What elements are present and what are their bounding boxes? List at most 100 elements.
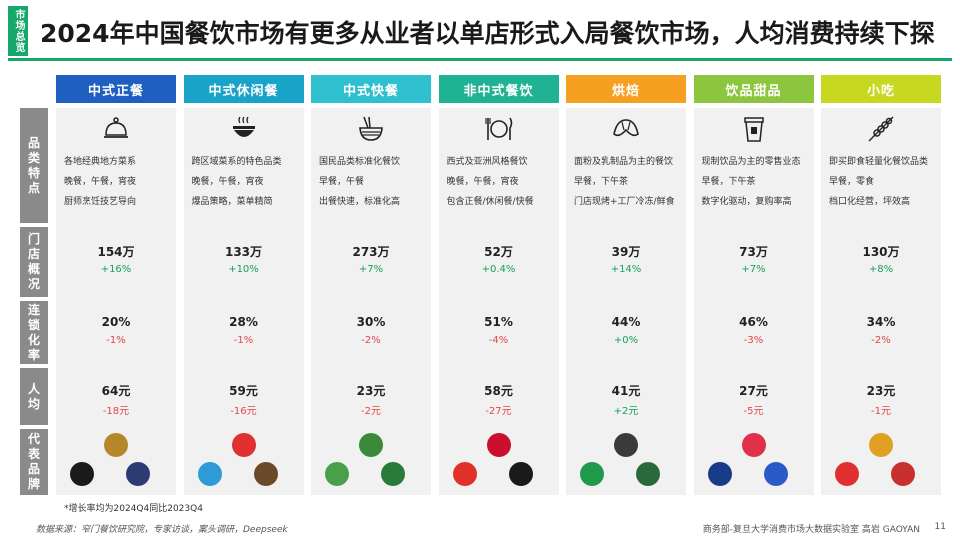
chain-rate: 30% <box>356 315 386 329</box>
category-feature-text: 面粉及乳制品为主的餐饮 <box>574 157 674 167</box>
category-feature-text: 晚餐，午餐，宵夜 <box>446 177 519 187</box>
cloche-icon <box>101 114 131 144</box>
brand-logo <box>452 462 477 486</box>
per-capita-change: -27元 <box>485 406 512 417</box>
per-capita-spend: 58元 <box>484 384 513 398</box>
brand-logo <box>508 462 533 486</box>
chain-rate-change: -3% <box>743 335 764 346</box>
chain-rate-change: -2% <box>361 335 381 346</box>
bowl-icon <box>229 114 259 144</box>
store-count: 154万 <box>97 245 135 259</box>
title-divider <box>8 58 952 61</box>
per-capita-spend: 41元 <box>611 384 641 398</box>
store-count: 273万 <box>352 245 390 259</box>
column-header-2: 中式快餐 <box>311 75 431 103</box>
category-feature-text: 出餐快速，标准化高 <box>319 197 401 207</box>
category-feature-text: 档口化经营，坪效高 <box>829 197 911 207</box>
cup-icon <box>739 114 769 144</box>
chain-rate: 44% <box>611 315 641 329</box>
category-feature-text: 早餐，下午茶 <box>574 177 629 187</box>
brand-logo <box>763 462 788 486</box>
per-capita-spend: 23元 <box>356 384 386 398</box>
chain-rate-change: -1% <box>233 335 254 346</box>
column-body-3 <box>438 108 559 495</box>
chain-rate-change: -2% <box>871 335 891 346</box>
column-body-5 <box>693 108 814 495</box>
per-capita-change: -16元 <box>230 406 257 417</box>
chain-rate: 51% <box>484 315 513 329</box>
per-capita-change: -18元 <box>102 406 130 417</box>
row-label-brands: 代表品牌 <box>20 429 48 495</box>
brand-logo <box>381 462 405 486</box>
category-feature-text: 爆品策略，菜单精简 <box>191 197 273 207</box>
per-capita-spend: 27元 <box>739 384 768 398</box>
brand-logo <box>835 462 859 486</box>
column-body-4 <box>566 108 686 495</box>
category-feature-text: 跨区域菜系的特色品类 <box>191 157 282 167</box>
category-feature-text: 包含正餐/休闲餐/快餐 <box>446 197 534 207</box>
per-capita-change: -1元 <box>871 406 891 417</box>
column-body-2 <box>311 108 431 495</box>
column-header-0: 中式正餐 <box>56 75 176 103</box>
croissant-icon <box>611 114 641 144</box>
store-count: 130万 <box>862 245 900 259</box>
category-feature-text: 厨师烹饪技艺导向 <box>64 197 137 207</box>
per-capita-spend: 23元 <box>866 384 896 398</box>
brand-logo <box>325 462 349 486</box>
brand-logo <box>614 433 638 457</box>
row-label-features: 品类特点 <box>20 108 48 223</box>
category-feature-text: 早餐，午餐 <box>319 177 365 187</box>
category-feature-text: 早餐，零食 <box>829 177 875 187</box>
brand-logo <box>580 462 604 486</box>
brand-logo <box>486 433 511 457</box>
brand-logo <box>869 433 893 457</box>
brand-logo <box>891 462 915 486</box>
brand-logo <box>231 433 256 457</box>
per-capita-change: -5元 <box>743 406 764 417</box>
footer-org: 商务部-复旦大学消费市场大数据实验室 高岩 GAOYAN <box>702 525 920 535</box>
plate-icon <box>484 114 514 144</box>
per-capita-spend: 59元 <box>229 384 258 398</box>
page-title: 2024年中国餐饮市场有更多从业者以单店形式入局餐饮市场，人均消费持续下探 <box>40 19 935 48</box>
brand-logo <box>104 433 128 457</box>
chain-rate: 34% <box>866 315 896 329</box>
chain-rate-change: -1% <box>106 335 126 346</box>
category-feature-text: 晚餐，午餐，宵夜 <box>64 177 137 187</box>
data-source: 数据来源：窄门餐饮研究院，专家访谈，案头调研，Deepseek <box>36 525 288 535</box>
chain-rate: 46% <box>739 315 768 329</box>
column-header-6: 小吃 <box>821 75 941 103</box>
store-count: 52万 <box>484 245 513 259</box>
column-body-1 <box>183 108 304 495</box>
column-body-6 <box>821 108 941 495</box>
brand-logo <box>197 462 222 486</box>
row-label-stores: 门店概况 <box>20 227 48 297</box>
column-header-1: 中式休闲餐 <box>183 75 304 103</box>
category-feature-text: 现制饮品为主的零售业态 <box>701 157 801 167</box>
chain-rate: 20% <box>101 315 131 329</box>
row-label-per-capita: 人均 <box>20 368 48 425</box>
store-count: 39万 <box>611 245 641 259</box>
category-feature-text: 西式及亚洲风格餐饮 <box>446 157 528 167</box>
section-tag: 市场总览 <box>8 6 28 56</box>
chain-rate-change: +0% <box>613 335 639 346</box>
store-growth: +7% <box>741 264 766 275</box>
chain-rate: 28% <box>229 315 258 329</box>
category-feature-text: 数字化驱动，复购率高 <box>701 197 792 207</box>
brand-logo <box>359 433 383 457</box>
store-count: 133万 <box>224 245 263 259</box>
brand-logo <box>253 462 278 486</box>
brand-logo <box>741 433 766 457</box>
column-header-4: 烘焙 <box>566 75 686 103</box>
footnote: *增长率均为2024Q4同比2023Q4 <box>64 504 203 514</box>
store-growth: +10% <box>228 264 259 275</box>
column-header-5: 饮品甜品 <box>693 75 814 103</box>
category-feature-text: 各地经典地方菜系 <box>64 157 137 167</box>
store-growth: +8% <box>868 264 894 275</box>
noodle-icon <box>356 114 386 144</box>
brand-logo <box>707 462 732 486</box>
category-feature-text: 早餐，下午茶 <box>701 177 756 187</box>
store-growth: +0.4% <box>481 264 516 275</box>
brand-logo <box>636 462 660 486</box>
brand-logo <box>126 462 150 486</box>
column-body-0 <box>56 108 176 495</box>
